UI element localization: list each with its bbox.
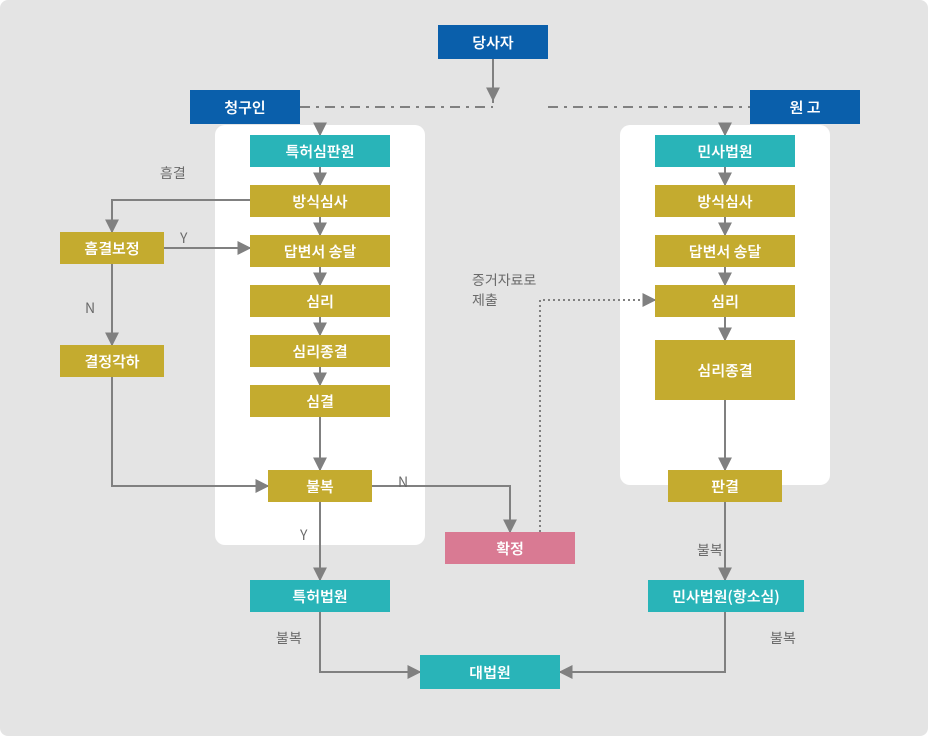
- label-appeal_txt1: 불복: [276, 628, 302, 648]
- label-defect: 흠결: [160, 163, 186, 183]
- node-appeal_l: 불복: [268, 470, 372, 502]
- label-evidence: 증거자료로: [472, 270, 536, 290]
- label-Y1: Y: [180, 228, 187, 248]
- node-ruling_r: 판결: [668, 470, 782, 502]
- node-party: 당사자: [438, 25, 548, 59]
- label-N2: N: [398, 472, 408, 492]
- node-dismiss: 결정각하: [60, 345, 164, 377]
- node-civil_appeal: 민사법원(항소심): [648, 580, 804, 612]
- node-hearing_end_r: 심리종결: [655, 340, 795, 400]
- label-N1: N: [85, 298, 95, 318]
- node-hearing_end_l: 심리종결: [250, 335, 390, 367]
- node-reply_r: 답변서 송달: [655, 235, 795, 267]
- edge: [560, 612, 725, 672]
- node-civil_court: 민사법원: [655, 135, 795, 167]
- node-supreme: 대법원: [420, 655, 560, 689]
- node-plaintiff: 원 고: [750, 90, 860, 124]
- node-hearing_l: 심리: [250, 285, 390, 317]
- node-defect_corr: 흠결보정: [60, 232, 164, 264]
- label-evidence2: 제출: [472, 290, 498, 310]
- node-patent_trial: 특허심판원: [250, 135, 390, 167]
- node-decision_l: 심결: [250, 385, 390, 417]
- node-claimant: 청구인: [190, 90, 300, 124]
- node-form_exam_l: 방식심사: [250, 185, 390, 217]
- node-reply_l: 답변서 송달: [250, 235, 390, 267]
- node-patent_court: 특허법원: [250, 580, 390, 612]
- node-confirm: 확정: [445, 532, 575, 564]
- label-appeal_txt2: 불복: [697, 540, 723, 560]
- node-hearing_r: 심리: [655, 285, 795, 317]
- node-form_exam_r: 방식심사: [655, 185, 795, 217]
- edge: [320, 612, 420, 672]
- label-appeal_txt3: 불복: [770, 628, 796, 648]
- label-Y2: Y: [300, 525, 307, 545]
